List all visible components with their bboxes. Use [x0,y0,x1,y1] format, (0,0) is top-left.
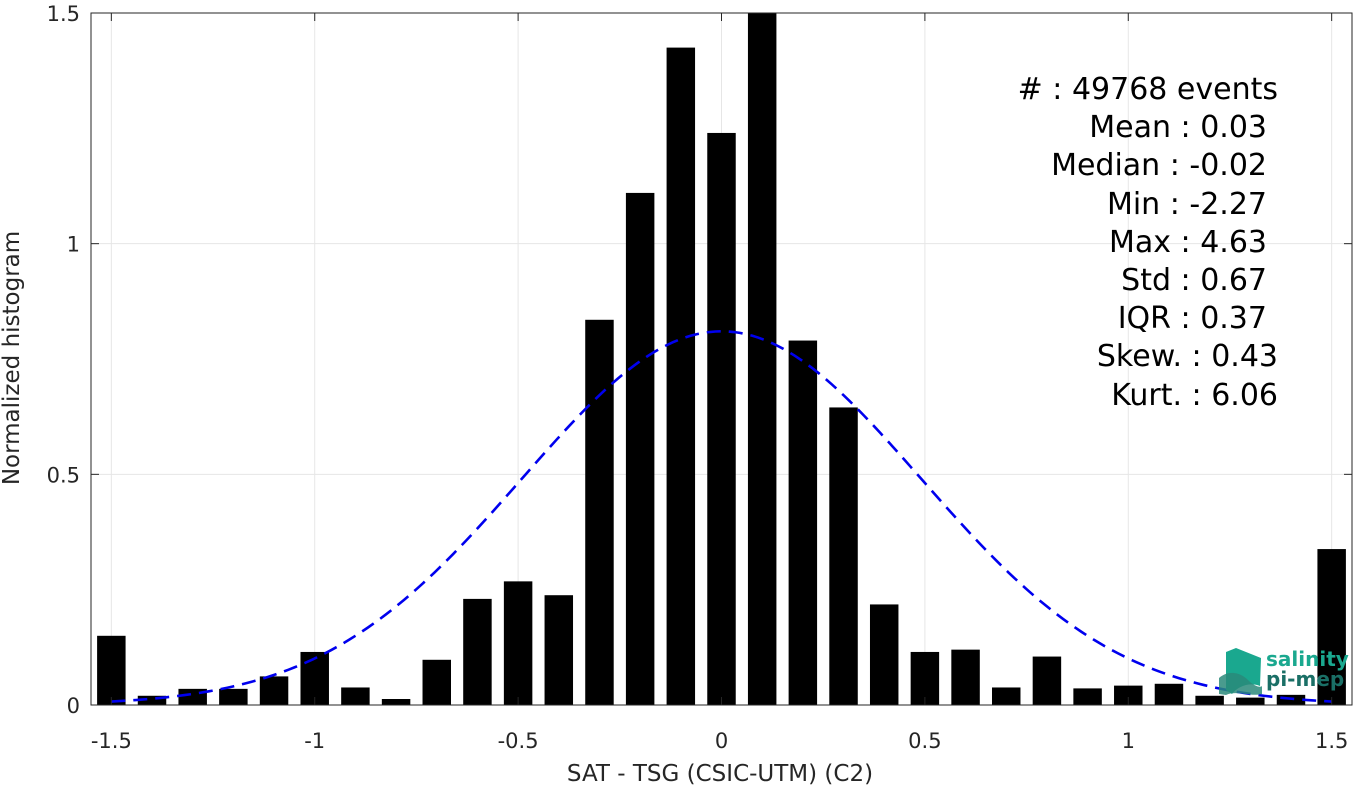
x-tick-label: 0 [715,729,728,753]
histogram-bar [300,651,329,705]
y-tick-label: 0 [67,694,80,718]
stat-kurt: Kurt. : 6.06 [1111,378,1278,413]
histogram-bar [544,595,574,705]
histogram-bar [1032,656,1062,705]
stat-mean: Mean : 0.03 [1089,110,1267,145]
x-tick-label: -0.5 [498,729,539,753]
gaussian-fit-curve [111,330,1332,703]
histogram-bar [1317,549,1346,705]
histogram-bar [829,407,858,705]
histogram-bars [97,13,1346,706]
histogram-bar [422,659,451,705]
histogram-bar [1154,683,1184,705]
histogram-bar [666,47,696,706]
x-axis-label: SAT - TSG (CSIC-UTM) (C2) [567,761,873,785]
stat-max: Max : 4.63 [1109,225,1267,260]
y-tick-label: 1 [67,233,80,257]
histogram-bar [869,604,899,705]
stat-min: Min : -2.27 [1107,187,1267,222]
stat-iqr: IQR : 0.37 [1118,301,1267,336]
histogram-bar [747,13,777,705]
histogram-bar [910,651,940,705]
histogram-bar [1195,695,1224,705]
y-axis-ticks: 0 0.5 1 1.5 [47,2,1352,718]
y-axis-label: Normalized histogram [0,231,25,485]
histogram-bar [585,319,614,705]
histogram-bar [625,192,655,706]
histogram-bar [381,699,411,705]
x-tick-label: 1 [1122,729,1135,753]
stat-skew: Skew. : 0.43 [1097,339,1278,374]
histogram-bar [1236,697,1265,705]
histogram-bar [219,688,248,705]
x-axis-ticks: -1.5 -1 -0.5 0 0.5 1 1.5 [91,13,1348,753]
histogram-bar [1114,685,1143,705]
stat-median: Median : -0.02 [1051,148,1267,183]
statistics-box: # : 49768 events Mean : 0.03 Median : -0… [1018,72,1278,413]
logo-line1: salinity [1266,647,1349,671]
histogram-bar [503,581,533,705]
stat-std: Std : 0.67 [1121,263,1267,298]
histogram-bar [788,340,818,705]
x-tick-label: 1.5 [1315,729,1348,753]
histogram-bar [97,635,126,705]
histogram-bar [1073,688,1102,705]
x-tick-label: -1.5 [91,729,132,753]
logo-line2: pi-mep [1266,667,1344,691]
x-tick-label: -1 [304,729,325,753]
x-tick-label: 0.5 [908,729,941,753]
histogram-bar [137,695,167,705]
histogram-bar [341,687,370,705]
histogram-bar [707,132,736,706]
stat-events: # : 49768 events [1018,72,1278,107]
histogram-bar [951,649,980,705]
fit-curve-line [111,330,1332,703]
logo-wave-icon-shadow [1219,672,1262,695]
histogram-bar [259,676,289,705]
histogram-bar [992,687,1021,705]
histogram-bar [463,598,492,705]
y-tick-label: 1.5 [47,2,80,26]
y-tick-label: 0.5 [47,463,80,487]
salinity-pimep-logo: salinity pi-mep [1219,647,1349,695]
